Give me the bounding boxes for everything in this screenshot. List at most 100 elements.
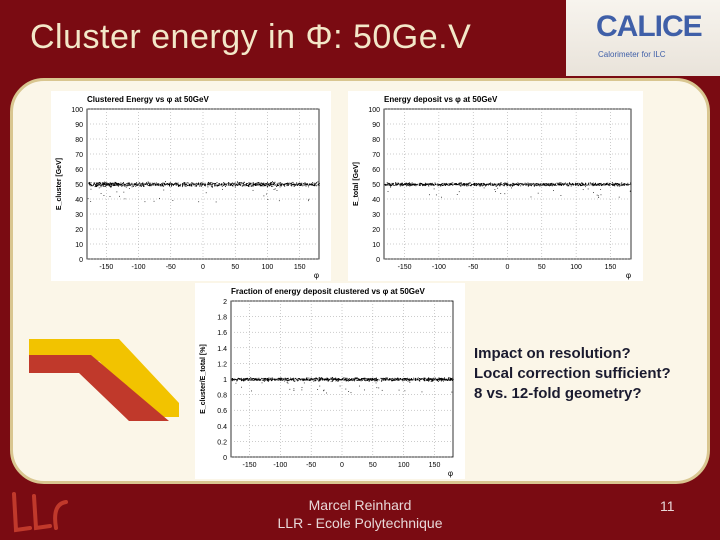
data-point <box>380 380 382 382</box>
data-point <box>263 185 265 187</box>
data-point <box>265 378 267 380</box>
data-point <box>101 185 103 186</box>
data-point <box>293 390 295 391</box>
data-point <box>390 184 392 186</box>
data-point <box>151 182 153 184</box>
data-point <box>267 198 269 200</box>
data-point <box>241 380 242 382</box>
data-point <box>430 378 432 380</box>
data-point <box>161 183 163 185</box>
data-point <box>527 182 529 184</box>
data-point <box>440 184 442 186</box>
data-point <box>101 182 103 184</box>
x-tick-label: -50 <box>166 264 176 271</box>
data-point <box>611 182 613 184</box>
data-point <box>424 183 426 185</box>
data-point <box>449 184 451 185</box>
data-point <box>419 185 421 186</box>
data-point <box>292 377 294 379</box>
data-point <box>286 379 288 380</box>
data-point <box>478 182 479 184</box>
data-point <box>419 182 421 184</box>
data-point <box>625 184 627 186</box>
data-point <box>240 182 242 184</box>
data-point <box>326 392 327 394</box>
data-point <box>243 379 245 380</box>
data-point <box>371 377 373 379</box>
data-point <box>179 185 181 187</box>
data-point <box>276 378 278 380</box>
data-point <box>184 184 186 186</box>
data-point <box>407 182 409 184</box>
data-point <box>308 198 310 200</box>
data-point <box>424 380 426 382</box>
data-point <box>523 184 525 186</box>
data-point <box>257 182 259 184</box>
data-point <box>287 379 289 381</box>
data-point <box>266 379 268 380</box>
data-point <box>152 184 154 185</box>
data-point <box>474 183 476 185</box>
data-point <box>344 378 346 380</box>
chart-svg: Energy deposit vs φ at 50GeV010203040506… <box>353 95 632 280</box>
data-point <box>299 183 301 184</box>
data-point <box>267 378 269 380</box>
data-point <box>393 379 395 381</box>
data-point <box>296 379 298 381</box>
data-point <box>230 184 232 186</box>
data-point <box>546 183 548 185</box>
data-point <box>605 183 607 185</box>
data-point <box>427 378 429 379</box>
data-point <box>397 378 399 380</box>
data-point <box>399 184 401 186</box>
data-point <box>541 184 543 186</box>
data-point <box>271 182 273 184</box>
data-point <box>447 184 449 186</box>
plot-cluster-energy: Clustered Energy vs φ at 50GeV 0 10 20 30 40 5… <box>51 91 331 281</box>
data-point <box>439 185 441 187</box>
data-point <box>290 379 292 381</box>
data-point <box>363 378 365 380</box>
data-point <box>487 183 488 185</box>
data-point <box>409 382 411 383</box>
data-point <box>509 184 511 186</box>
y-tick-label: 20 <box>372 227 380 234</box>
data-point <box>392 182 394 184</box>
data-point <box>126 184 128 186</box>
data-point <box>274 378 276 380</box>
data-point <box>569 182 570 184</box>
data-point <box>373 379 375 381</box>
data-point <box>371 379 373 380</box>
data-point <box>430 380 432 382</box>
data-point <box>513 182 515 184</box>
data-point <box>282 379 284 381</box>
data-point <box>276 190 278 191</box>
data-point <box>390 379 392 381</box>
data-point <box>376 379 377 381</box>
data-point <box>215 201 217 203</box>
data-point <box>129 184 131 186</box>
data-point <box>127 183 129 185</box>
data-point <box>269 184 271 186</box>
data-point <box>267 183 269 185</box>
data-point <box>580 183 582 185</box>
data-point <box>455 184 457 186</box>
data-point <box>628 184 629 186</box>
data-point <box>120 182 122 184</box>
data-point <box>124 184 126 185</box>
data-point <box>131 186 133 188</box>
data-point <box>419 380 421 382</box>
data-point <box>129 183 131 185</box>
data-point <box>256 182 257 184</box>
data-point <box>444 183 446 185</box>
data-point <box>505 183 507 185</box>
data-point <box>390 185 392 187</box>
data-point <box>231 182 233 184</box>
data-point <box>121 185 123 187</box>
data-point <box>314 183 316 185</box>
data-point <box>171 184 173 186</box>
data-point <box>418 185 420 186</box>
y-tick-label: 0 <box>376 257 380 264</box>
data-point <box>181 186 183 188</box>
data-point <box>284 183 286 185</box>
